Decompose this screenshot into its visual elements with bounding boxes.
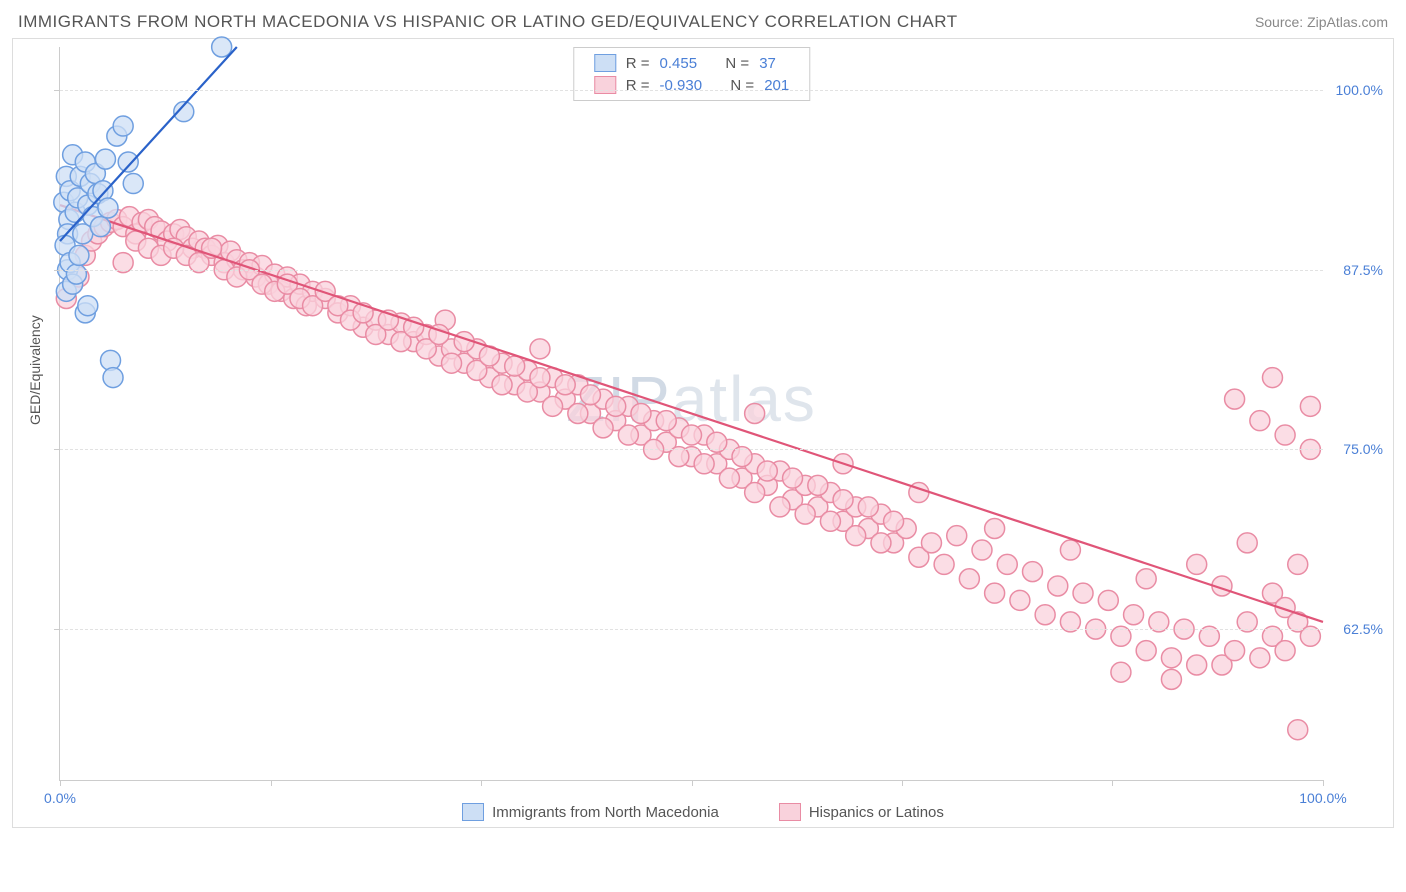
source-name: ZipAtlas.com <box>1307 14 1388 30</box>
scatter-svg <box>60 47 1323 780</box>
swatch-blue <box>462 803 484 821</box>
swatch-pink <box>594 76 616 94</box>
plot-outer: GED/Equivalency ZIPatlas R = 0.455 N = 3… <box>12 38 1394 828</box>
stats-legend-box: R = 0.455 N = 37 R = -0.930 N = 201 <box>573 47 810 101</box>
r-value-1: 0.455 <box>660 55 698 72</box>
y-tick-label: 100.0% <box>1336 82 1383 98</box>
title-row: IMMIGRANTS FROM NORTH MACEDONIA VS HISPA… <box>12 12 1394 38</box>
source-label: Source: <box>1255 14 1307 30</box>
y-tick-label: 87.5% <box>1343 262 1383 278</box>
legend-label-2: Hispanics or Latinos <box>809 804 944 821</box>
n-label: N = <box>725 55 749 72</box>
plot-area: ZIPatlas R = 0.455 N = 37 R = -0.930 <box>59 47 1323 781</box>
r-label: R = <box>626 55 650 72</box>
chart-container: IMMIGRANTS FROM NORTH MACEDONIA VS HISPA… <box>12 12 1394 828</box>
n-value-1: 37 <box>759 55 776 72</box>
stats-row-1: R = 0.455 N = 37 <box>594 52 789 74</box>
stats-row-2: R = -0.930 N = 201 <box>594 74 789 96</box>
bottom-legend: Immigrants from North Macedonia Hispanic… <box>13 803 1393 821</box>
y-tick-label: 75.0% <box>1343 441 1383 457</box>
legend-item-1: Immigrants from North Macedonia <box>462 803 719 821</box>
chart-title: IMMIGRANTS FROM NORTH MACEDONIA VS HISPA… <box>18 12 958 32</box>
legend-label-1: Immigrants from North Macedonia <box>492 804 719 821</box>
swatch-blue <box>594 54 616 72</box>
swatch-pink <box>779 803 801 821</box>
legend-item-2: Hispanics or Latinos <box>779 803 944 821</box>
source-credit: Source: ZipAtlas.com <box>1255 14 1388 30</box>
y-tick-label: 62.5% <box>1343 621 1383 637</box>
y-axis-label: GED/Equivalency <box>27 315 43 425</box>
